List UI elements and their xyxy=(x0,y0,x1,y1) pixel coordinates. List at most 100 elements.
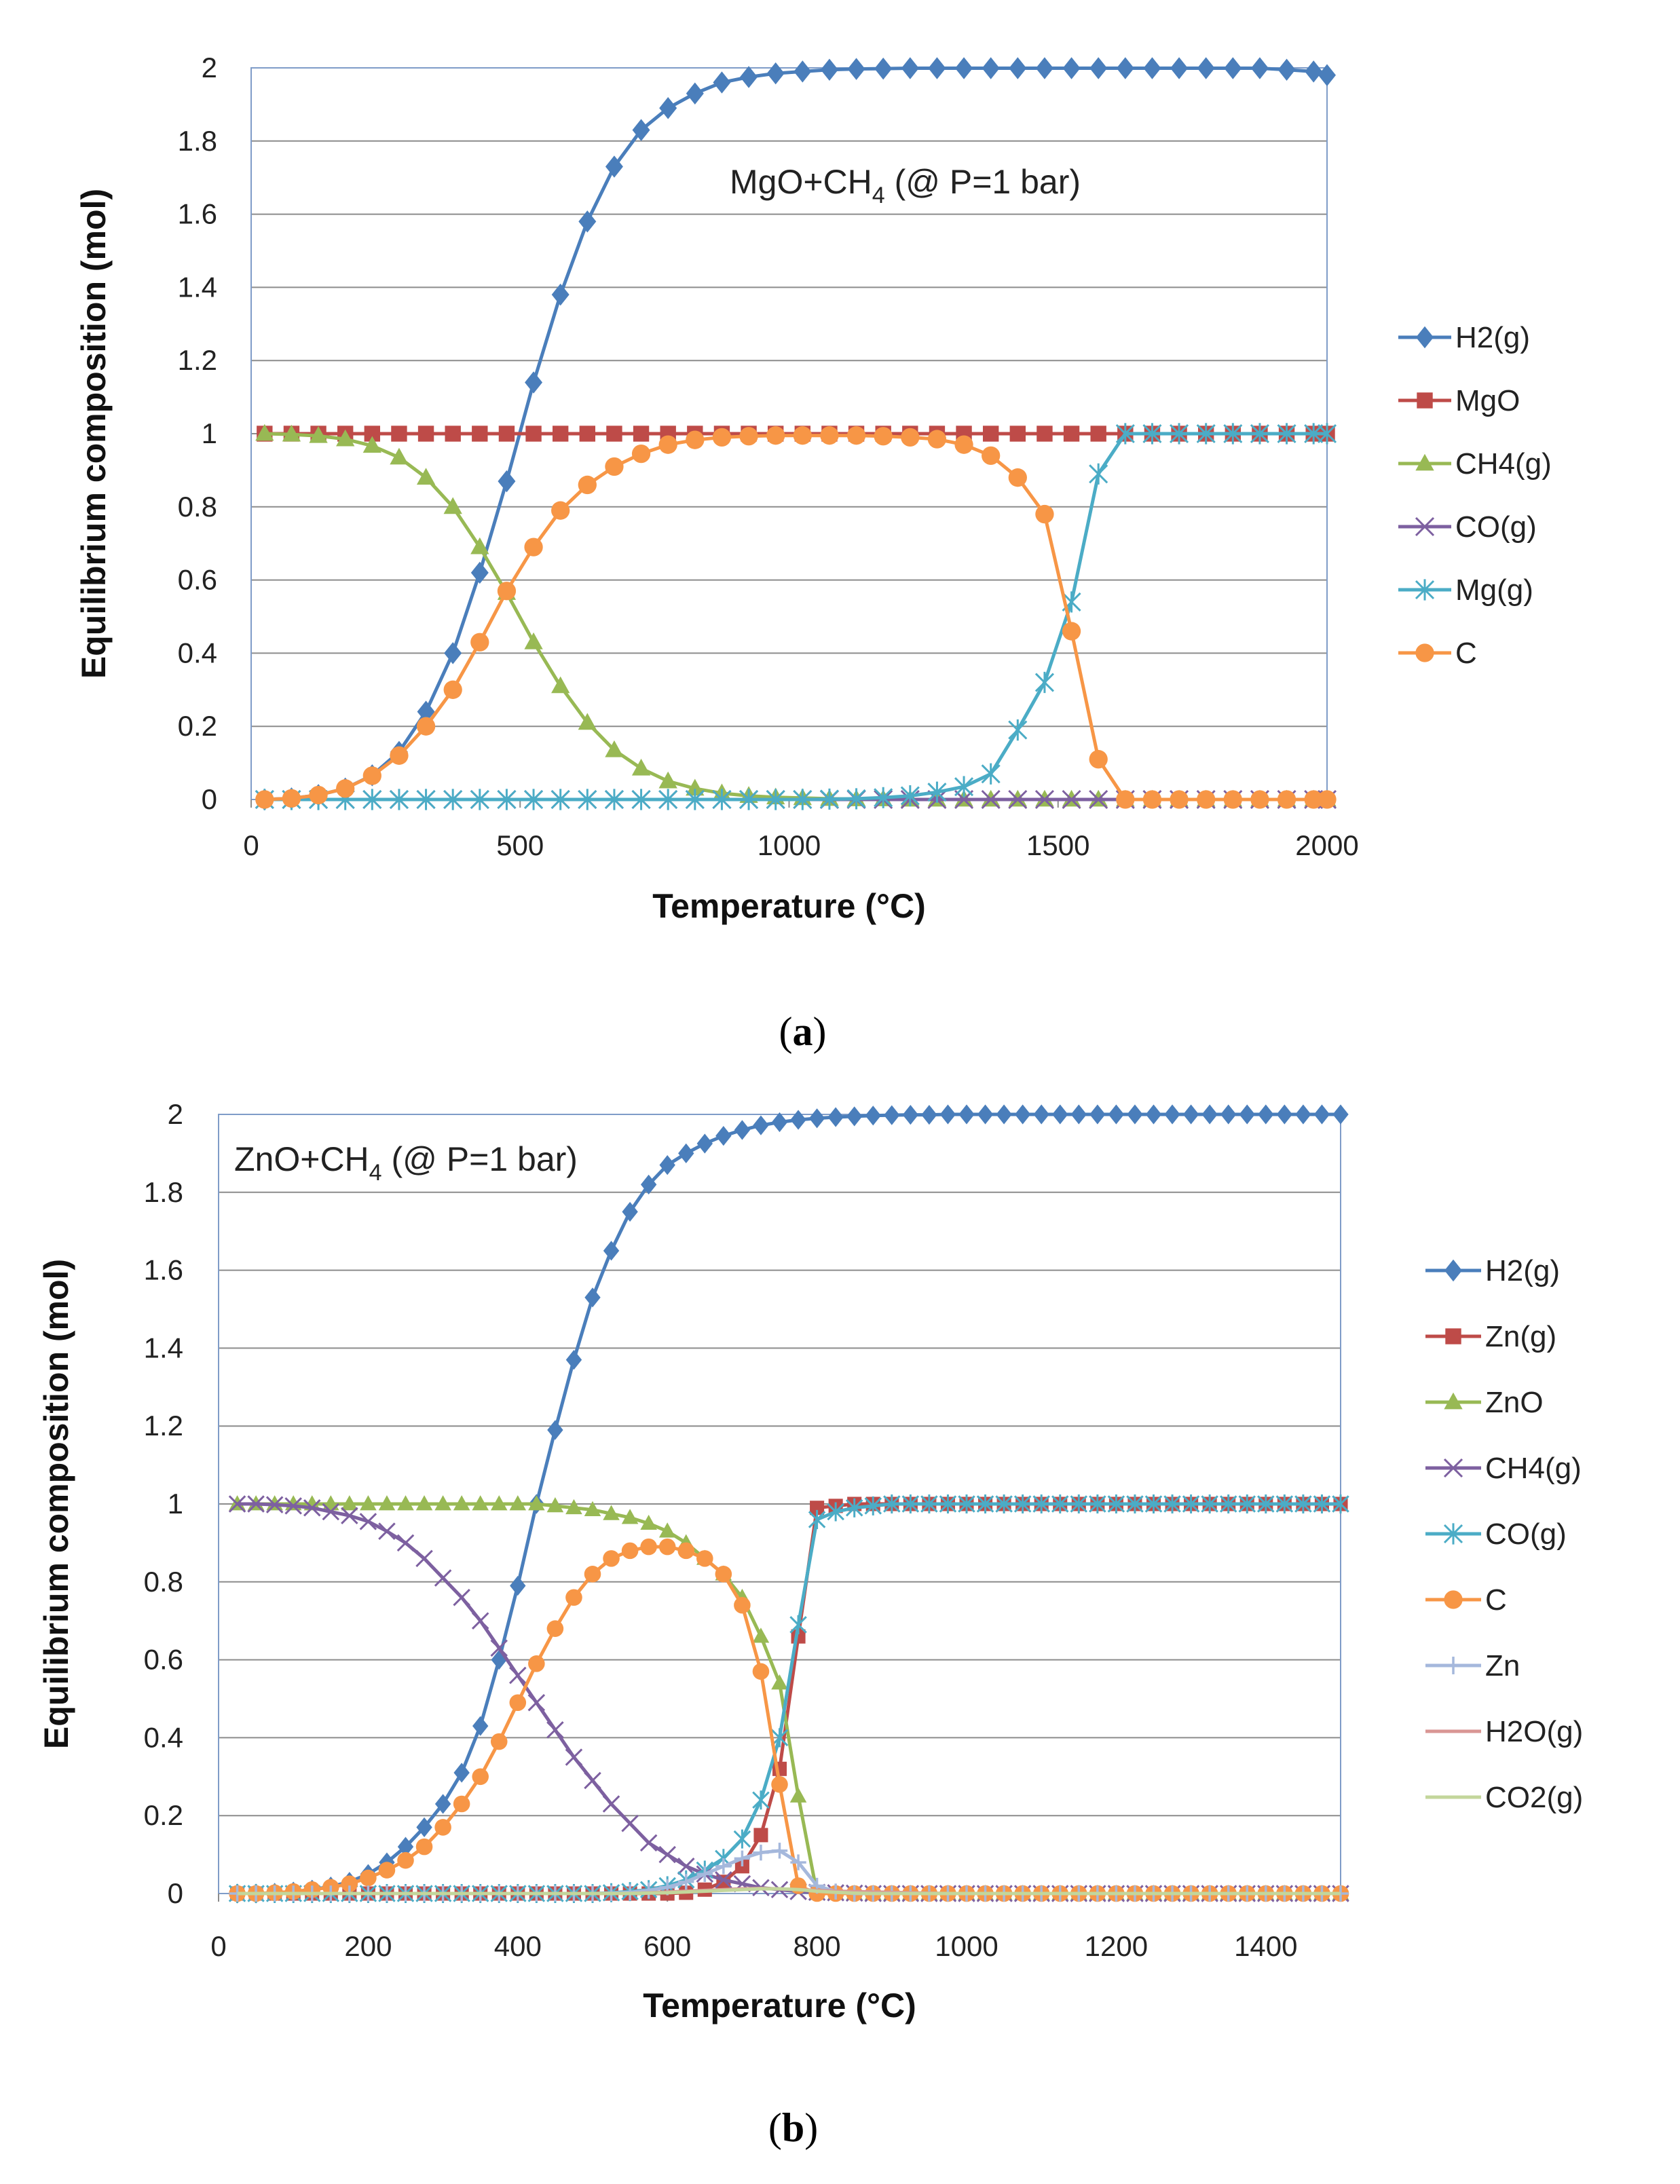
data-point-c xyxy=(443,680,462,699)
data-point-co-g xyxy=(1219,1494,1237,1514)
data-point-c xyxy=(686,430,705,449)
data-point-h2-g xyxy=(498,470,516,493)
data-point-zno xyxy=(490,1495,508,1511)
data-point-co-g xyxy=(1144,1494,1163,1514)
data-point-c xyxy=(677,1542,695,1560)
data-point-h2-g xyxy=(1239,1104,1255,1125)
data-point-h2-g xyxy=(696,1133,713,1154)
data-point-mg-g xyxy=(685,789,705,810)
data-point-zno xyxy=(341,1495,358,1511)
y-tick-label: 1.2 xyxy=(144,1410,183,1442)
data-point-mg-g xyxy=(846,788,866,810)
data-point-c xyxy=(658,1538,676,1556)
data-point-mgo xyxy=(633,426,650,442)
x-axis-title: Temperature (°C) xyxy=(652,887,925,925)
data-point-ch4-g xyxy=(621,1814,639,1832)
data-point-h2-g xyxy=(827,1107,844,1127)
data-point-mg-g xyxy=(927,781,947,803)
panel-caption: (a) xyxy=(779,1009,827,1054)
caption-letter: b xyxy=(782,2105,804,2150)
data-point-co-g xyxy=(995,1494,1013,1514)
data-point-co-g xyxy=(1201,1494,1218,1514)
data-point-ch4-g xyxy=(416,468,436,485)
data-point-co-g xyxy=(864,1496,882,1515)
data-point-h2-g xyxy=(547,1420,563,1440)
data-point-co-g xyxy=(1089,1494,1106,1514)
data-point-h2-g xyxy=(1145,1104,1162,1125)
data-point-c xyxy=(621,1542,639,1560)
data-point-zno xyxy=(752,1627,770,1643)
y-tick-label: 1 xyxy=(168,1488,183,1520)
data-point-zno xyxy=(658,1522,676,1538)
y-tick-label: 1.4 xyxy=(178,271,217,303)
data-point-ch4-g xyxy=(471,1612,489,1630)
data-point-ch4-g xyxy=(265,1496,284,1513)
data-point-mg-g xyxy=(1115,423,1135,445)
data-point-c xyxy=(565,1589,582,1606)
legend-marker xyxy=(1444,1392,1463,1410)
data-point-h2-g xyxy=(470,561,489,584)
data-point-zn xyxy=(640,1882,657,1899)
data-point-co-g xyxy=(1294,1494,1312,1514)
data-point-h2-g xyxy=(874,57,893,80)
data-point-c xyxy=(734,1596,751,1614)
data-point-h2-g xyxy=(1035,57,1053,79)
data-point-h2-g xyxy=(1276,1104,1293,1125)
data-point-co-g xyxy=(845,1498,863,1518)
annotation-condition: (@ P=1 bar) xyxy=(382,1140,578,1178)
y-tick-label: 0.2 xyxy=(144,1799,183,1831)
x-tick-label: 1200 xyxy=(1085,1930,1148,1962)
x-axis-title: Temperature (°C) xyxy=(643,1987,916,2025)
data-point-ch4-g xyxy=(415,1549,433,1568)
data-point-mg-g xyxy=(981,763,1001,785)
y-tick-label: 1.6 xyxy=(178,198,217,230)
data-point-mg-g xyxy=(1223,423,1243,445)
y-tick-label: 1.6 xyxy=(144,1254,183,1286)
data-point-h2-g xyxy=(453,1763,470,1783)
data-point-ch4-g xyxy=(396,1534,415,1552)
data-point-ch4-g xyxy=(443,497,462,514)
x-tick-label: 0 xyxy=(243,829,259,861)
x-tick-label: 2000 xyxy=(1295,829,1358,861)
data-point-h2-g xyxy=(525,371,543,394)
data-point-ch4-g xyxy=(282,424,301,442)
chart-b: 0 0.2 0.4 0.6 0.8 1 1.2 1.4 1.6 1.8 2 0 200 400 600 800… xyxy=(37,1098,1583,2150)
data-point-h2-g xyxy=(578,210,597,233)
data-point-co-g xyxy=(1034,789,1055,810)
data-point-zn xyxy=(696,1866,713,1882)
data-point-zn-g xyxy=(810,1501,825,1515)
legend-marker xyxy=(1444,1657,1462,1674)
data-point-h2-g xyxy=(1332,1104,1349,1125)
data-point-ch4-g xyxy=(524,632,543,649)
data-point-ch4-g xyxy=(378,1522,396,1540)
data-point-mgo xyxy=(606,426,622,442)
data-point-h2-g xyxy=(958,1104,975,1125)
data-point-h2-g xyxy=(1164,1104,1180,1125)
legend-entry-h2-g: H2(g) xyxy=(1425,1254,1560,1287)
data-point-h2-g xyxy=(1182,1104,1199,1125)
data-point-zno xyxy=(603,1505,620,1520)
data-point-h2-g xyxy=(1305,60,1323,83)
data-point-ch4-g xyxy=(578,713,597,730)
x-tick-label: 1000 xyxy=(935,1930,998,1962)
data-point-mg-g xyxy=(1277,423,1296,445)
x-tick-label: 1500 xyxy=(1026,829,1089,861)
data-point-h2-g xyxy=(1318,64,1336,87)
legend-entry-zn: Zn xyxy=(1425,1649,1520,1682)
data-point-h2-g xyxy=(622,1201,638,1222)
data-point-ch4-g xyxy=(362,436,381,453)
data-point-mg-g xyxy=(1304,423,1324,445)
series-line-mg-g xyxy=(264,432,1327,802)
data-point-h2-g xyxy=(865,1106,881,1126)
data-point-h2-g xyxy=(771,1112,788,1133)
data-point-c xyxy=(1008,468,1027,487)
data-point-c xyxy=(1062,622,1081,641)
data-point-c xyxy=(470,633,489,652)
data-point-mgo xyxy=(1009,426,1026,442)
annotation-main: ZnO+CH xyxy=(234,1140,369,1178)
data-point-c xyxy=(901,428,920,447)
data-point-mgo xyxy=(579,426,596,442)
data-point-c xyxy=(528,1655,545,1672)
chart-a: 0 0.2 0.4 0.6 0.8 1 1.2 1.4 1.6 1.8 2 0 500 1000 1500 2… xyxy=(75,52,1552,1054)
data-point-co-g xyxy=(1070,1494,1088,1514)
